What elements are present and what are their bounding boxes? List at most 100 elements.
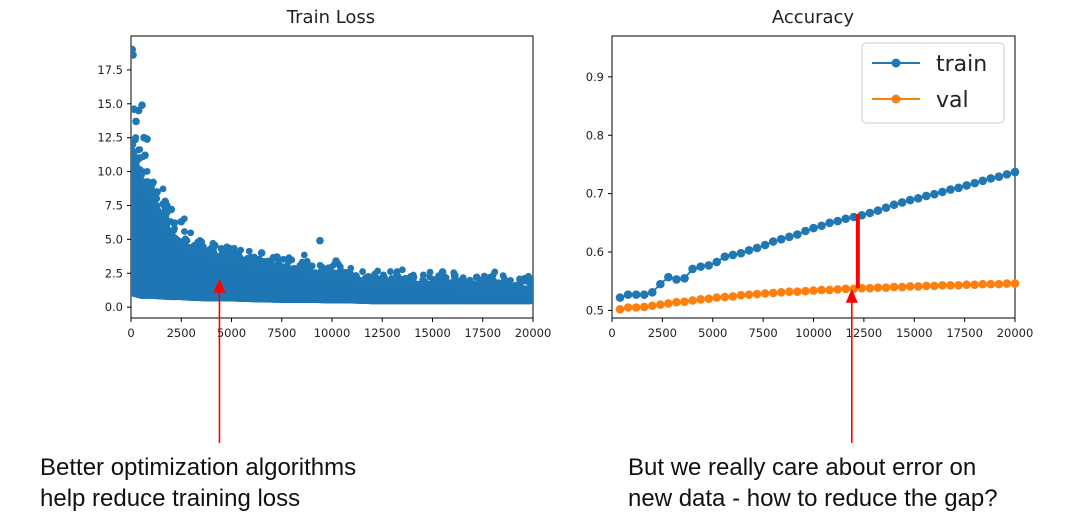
accuracy-val-point <box>873 283 883 292</box>
train-loss-point <box>209 239 217 247</box>
accuracy-legend: train val <box>861 42 1005 124</box>
accuracy-train-point <box>631 290 641 299</box>
train-loss-point <box>141 178 149 186</box>
train-loss-point <box>372 277 380 285</box>
train-loss-point <box>383 278 391 286</box>
train-loss-point <box>308 262 316 270</box>
train-loss-point <box>359 268 366 275</box>
accuracy-train-point <box>986 174 996 183</box>
accuracy-val-point <box>809 286 818 295</box>
accuracy-val-point <box>833 285 842 294</box>
accuracy-train-point <box>873 206 883 215</box>
train-loss-point <box>506 278 514 285</box>
train-loss-point <box>424 280 431 288</box>
right-caption-line-2: new data - how to reduce the gap? <box>628 485 998 512</box>
legend-train-marker <box>891 58 901 68</box>
train-loss-points <box>131 45 533 305</box>
train-loss-xtick-label: 5000 <box>217 326 246 340</box>
accuracy-xtick-label: 2500 <box>648 326 677 340</box>
accuracy-train-point <box>865 208 875 218</box>
accuracy-val-point <box>768 288 778 298</box>
accuracy-train-point <box>841 214 851 224</box>
train-loss-point <box>492 280 500 288</box>
left-caption: Better optimization algorithms help redu… <box>40 452 356 514</box>
accuracy-val-point <box>865 283 875 293</box>
train-loss-point <box>285 254 293 262</box>
train-loss-ytick-label: 0.0 <box>105 300 123 314</box>
train-loss-point <box>398 266 406 274</box>
accuracy-val-point <box>881 283 891 292</box>
accuracy-xtick-label: 17500 <box>946 326 983 340</box>
accuracy-val-point <box>946 281 955 290</box>
accuracy-ytick-label: 0.7 <box>586 187 604 201</box>
accuracy-val-point <box>970 280 979 290</box>
train-loss-point <box>181 228 188 235</box>
accuracy-train-point <box>760 240 770 250</box>
accuracy-val-point <box>962 280 971 290</box>
accuracy-ytick-label: 0.8 <box>586 128 604 142</box>
train-loss-point <box>245 247 253 255</box>
train-loss-xtick-label: 15000 <box>414 326 451 340</box>
train-loss-point <box>509 284 517 291</box>
train-loss-point <box>237 257 244 264</box>
train-loss-point <box>347 264 355 272</box>
accuracy-val-point <box>841 284 851 294</box>
train-loss-outlier-point <box>177 217 186 226</box>
train-loss-point <box>365 273 372 280</box>
accuracy-train-point <box>680 273 689 283</box>
train-loss-point <box>191 241 199 249</box>
train-loss-point <box>499 272 507 280</box>
right-caption-line-1: But we really care about error on <box>628 454 977 481</box>
train-loss-xtick-label: 17500 <box>464 326 501 340</box>
accuracy-train-point <box>930 189 939 199</box>
accuracy-train-point <box>744 245 754 255</box>
accuracy-val-point <box>712 293 722 302</box>
accuracy-train-point <box>664 272 673 282</box>
train-loss-point <box>528 281 533 288</box>
accuracy-train-point <box>978 176 988 186</box>
train-loss-point <box>149 194 157 201</box>
accuracy-train-point <box>1010 167 1020 177</box>
train-loss-point <box>183 237 191 245</box>
accuracy-val-point <box>680 297 689 306</box>
accuracy-val-point <box>889 282 899 292</box>
train-loss-point <box>187 229 195 237</box>
train-loss-outlier-point <box>217 245 226 253</box>
accuracy-train-point <box>825 218 834 228</box>
accuracy-xtick-label: 12500 <box>846 326 883 340</box>
train-loss-point <box>442 274 450 282</box>
left-caption-line-2: help reduce training loss <box>40 485 301 512</box>
train-loss-point <box>318 266 326 274</box>
accuracy-ytick-label: 0.5 <box>586 303 604 317</box>
accuracy-xtick-label: 20000 <box>997 326 1034 340</box>
accuracy-train-point <box>768 237 778 246</box>
train-loss-point <box>136 146 144 153</box>
train-loss-outlier-point <box>135 154 144 162</box>
train-loss-point <box>481 278 488 286</box>
train-loss-outlier-point <box>161 197 169 206</box>
accuracy-train-point <box>946 185 955 194</box>
accuracy-val-point <box>736 290 746 300</box>
annotation-layer <box>213 278 858 443</box>
accuracy-val-point <box>793 287 802 297</box>
accuracy-val-point <box>760 289 770 298</box>
train-loss-point <box>159 214 167 222</box>
accuracy-val-point <box>664 299 673 308</box>
train-loss-point <box>138 171 146 179</box>
accuracy-val-point <box>930 281 939 291</box>
legend-train-label: train <box>936 52 987 77</box>
accuracy-val-point <box>615 304 625 314</box>
train-loss-point <box>516 275 523 283</box>
accuracy-val-point <box>656 300 665 309</box>
train-loss-chart: Train Loss 0 2500 5000 7500 10000 12500 15000 1… <box>97 7 551 340</box>
accuracy-val-point <box>728 292 738 301</box>
accuracy-train-point <box>817 221 826 231</box>
train-loss-outlier-point <box>231 250 240 259</box>
train-loss-point <box>301 260 308 268</box>
right-annotation-arrow-head <box>845 288 858 303</box>
legend-val-marker <box>891 94 901 104</box>
train-loss-point <box>290 264 298 272</box>
accuracy-train-point <box>672 275 681 284</box>
accuracy-xtick-label: 5000 <box>698 326 727 340</box>
train-loss-point <box>199 245 207 253</box>
